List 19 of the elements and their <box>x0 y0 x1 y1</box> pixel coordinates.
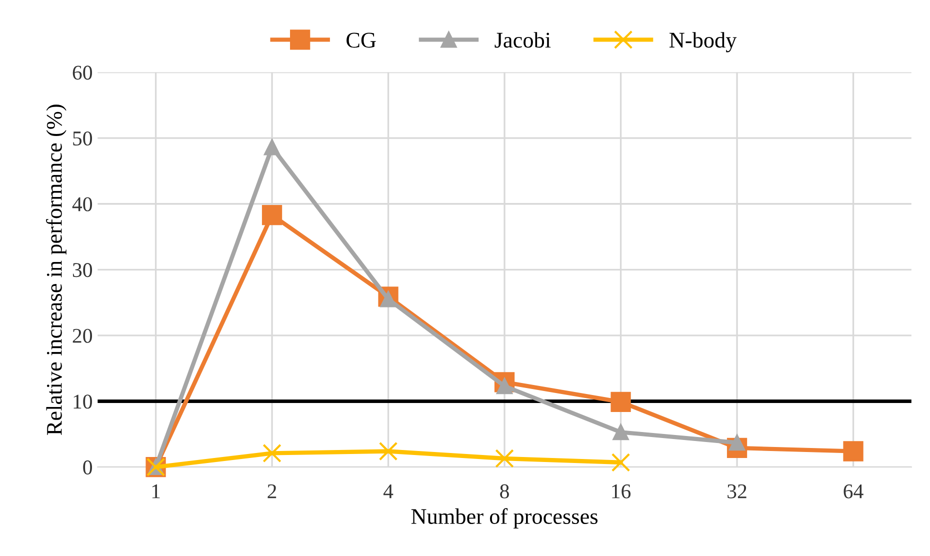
y-tick-label: 0 <box>83 460 92 474</box>
x-tick-label: 1 <box>152 484 160 498</box>
y-tick-label: 20 <box>72 328 92 343</box>
y-tick-label: 40 <box>72 197 92 212</box>
y-tick-label: 60 <box>72 66 92 80</box>
y-tick-label: 50 <box>73 131 92 146</box>
x-tick-label: 8 <box>500 484 509 498</box>
y-axis-title: Relative increase in performance (%) <box>46 104 66 435</box>
y-tick-label: 30 <box>72 263 92 278</box>
legend-label: CG <box>346 32 376 48</box>
x-tick-label: 64 <box>844 484 864 498</box>
legend-label: Jacobi <box>494 32 551 48</box>
x-tick-label: 16 <box>612 484 631 498</box>
x-axis-title: Number of processes <box>411 508 598 529</box>
x-tick-label: 32 <box>728 484 746 498</box>
legend-label: N-body <box>669 32 737 52</box>
y-tick-label: 10 <box>74 394 92 409</box>
x-tick-label: 2 <box>268 484 276 498</box>
x-tick-label: 4 <box>383 484 394 498</box>
